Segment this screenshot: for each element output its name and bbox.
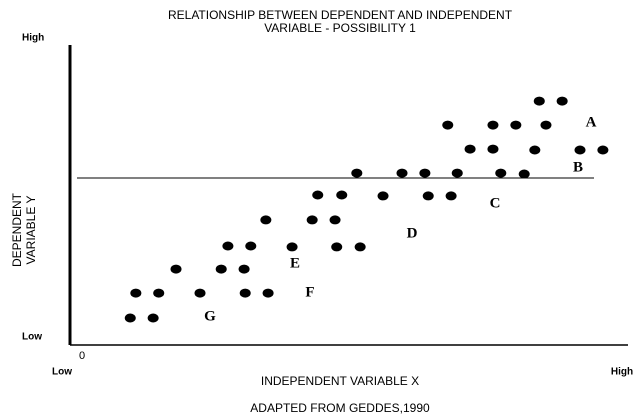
annotation: F (305, 284, 314, 300)
annotation: G (204, 308, 216, 324)
caption: ADAPTED FROM GEDDES,1990 (250, 401, 430, 415)
point (329, 215, 341, 225)
point (422, 191, 434, 201)
annotation: C (490, 195, 501, 211)
annotation: D (407, 225, 418, 241)
point (130, 288, 142, 298)
point (533, 96, 545, 106)
point (597, 145, 609, 155)
annotation: A (586, 114, 597, 130)
point (331, 242, 343, 252)
point (556, 96, 568, 106)
annotation: B (573, 159, 583, 175)
point (238, 264, 250, 274)
point (286, 242, 298, 252)
point (377, 191, 389, 201)
point (510, 120, 522, 130)
point (336, 190, 348, 200)
point (451, 168, 463, 178)
point (153, 288, 165, 298)
point (124, 313, 136, 323)
point (419, 168, 431, 178)
point (487, 144, 499, 154)
point (147, 313, 159, 323)
chart-title: VARIABLE - POSSIBILITY 1 (264, 21, 416, 35)
point (222, 241, 234, 251)
origin-label: 0 (79, 350, 85, 362)
point (312, 190, 324, 200)
point (540, 120, 552, 130)
x-axis-label: INDEPENDENT VARIABLE X (261, 374, 419, 388)
point (442, 120, 454, 130)
chart-title: RELATIONSHIP BETWEEN DEPENDENT AND INDEP… (168, 8, 513, 22)
point (464, 144, 476, 154)
point (529, 145, 541, 155)
y-axis-label: VARIABLE Y (24, 196, 38, 265)
point (260, 215, 272, 225)
y-tick-label: Low (22, 332, 42, 343)
x-tick-label: Low (52, 367, 72, 378)
point (306, 215, 318, 225)
point (495, 168, 507, 178)
point (239, 288, 251, 298)
point (445, 191, 457, 201)
point (194, 288, 206, 298)
point (170, 264, 182, 274)
point (215, 264, 227, 274)
x-tick-label: High (611, 367, 633, 378)
point (396, 168, 408, 178)
point (245, 241, 257, 251)
point (574, 145, 586, 155)
point (262, 288, 274, 298)
annotation: E (290, 255, 300, 271)
point (487, 120, 499, 130)
point (351, 168, 363, 178)
point (518, 169, 530, 179)
y-axis-label: DEPENDENT (10, 192, 24, 267)
y-tick-label: High (22, 33, 44, 44)
point (354, 242, 366, 252)
